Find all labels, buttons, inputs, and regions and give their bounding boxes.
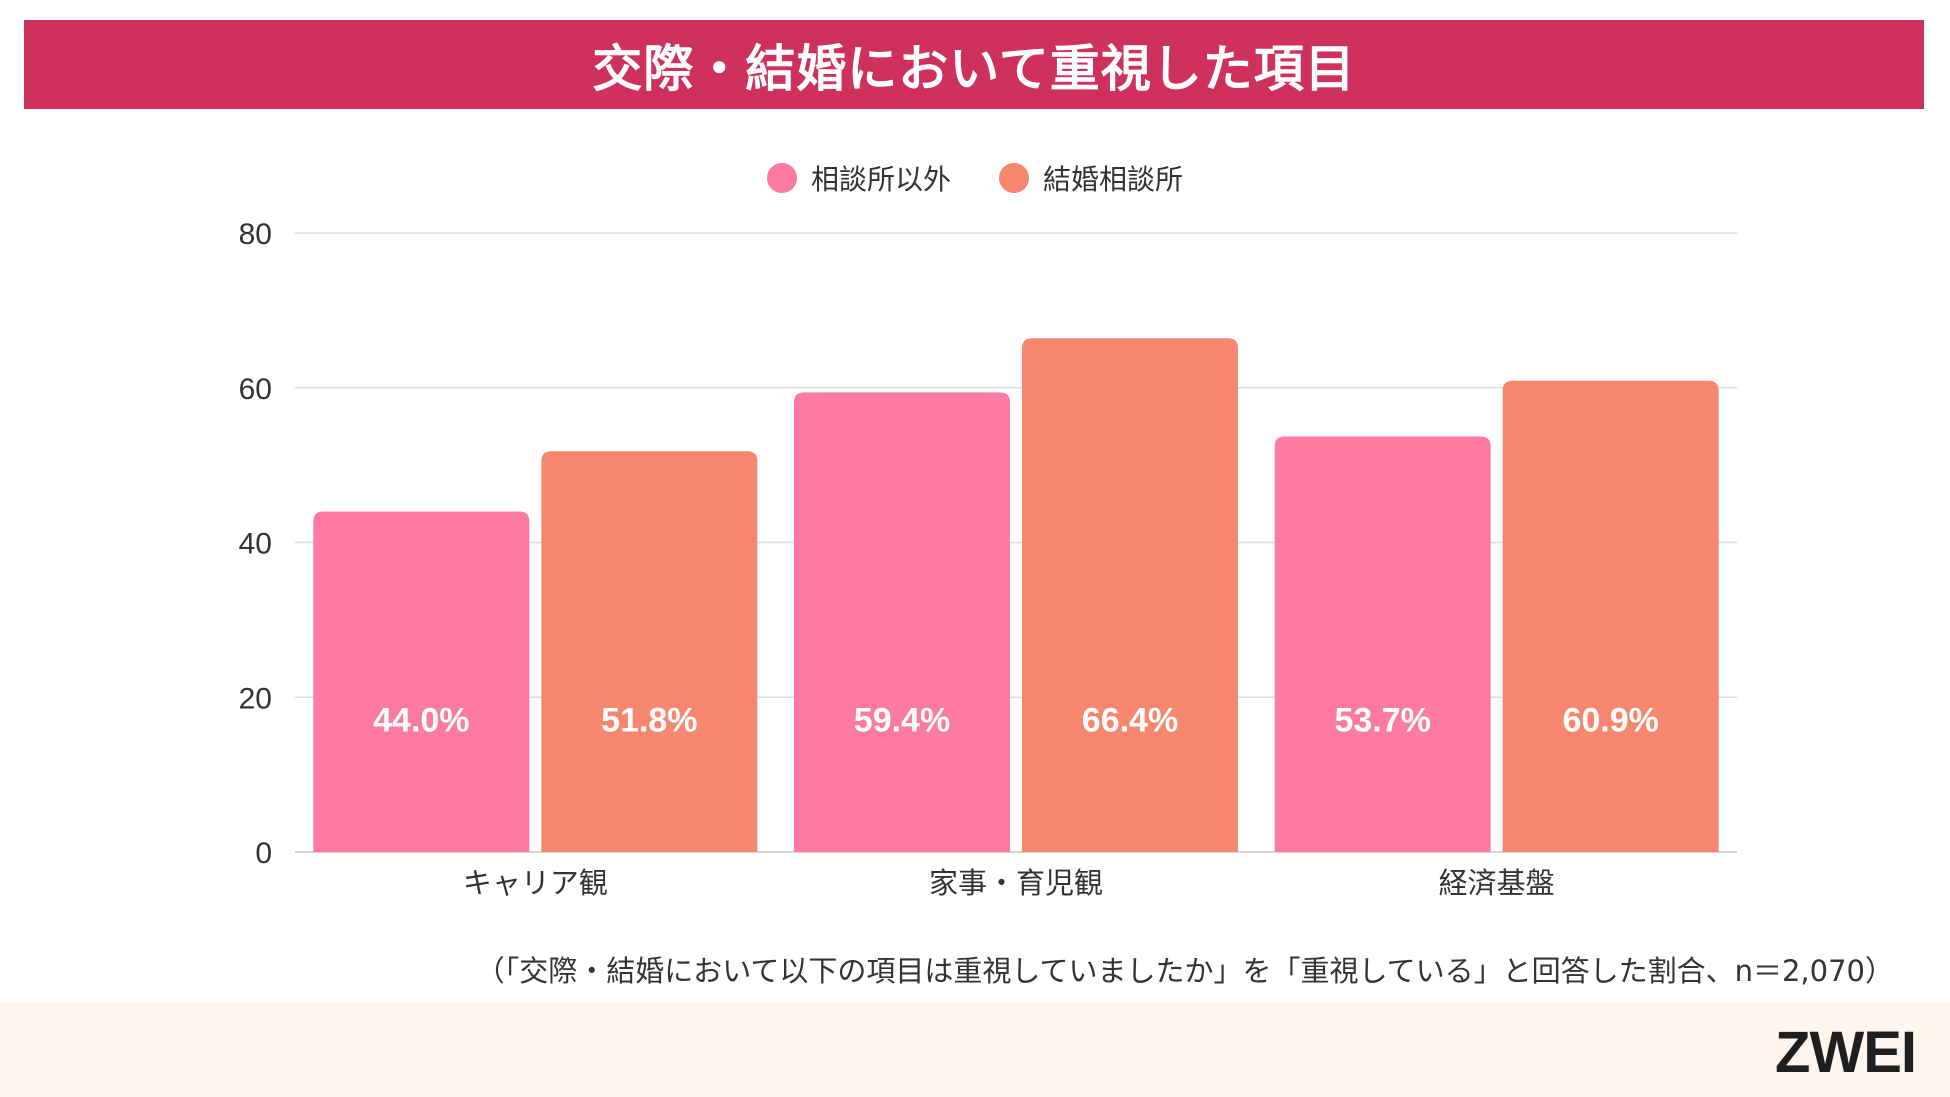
legend-swatch-series-1 xyxy=(766,163,797,193)
bar-value-label: 44.0% xyxy=(373,701,469,739)
x-tick-label: 家事・育児観 xyxy=(929,866,1103,900)
x-tick-label: キャリア観 xyxy=(463,866,608,900)
bar-chart: 0 20 40 60 80 44.0% 51.8% キャリア観 59.4% 66.4% 家事・育児観… xyxy=(239,218,1737,900)
y-tick-label: 60 xyxy=(239,373,272,406)
page-title: 交際・結婚において重視した項目 xyxy=(592,39,1356,98)
bar-value-label: 53.7% xyxy=(1334,701,1430,739)
bar xyxy=(1502,380,1719,852)
bar-value-label: 51.8% xyxy=(601,701,697,739)
chart-legend: 相談所以外 結婚相談所 xyxy=(0,158,1950,198)
bar-value-label: 66.4% xyxy=(1082,701,1178,739)
bar-value-label: 59.4% xyxy=(854,701,950,739)
y-tick-label: 0 xyxy=(255,837,272,870)
bar-value-label: 60.9% xyxy=(1562,701,1658,739)
y-tick-label: 40 xyxy=(239,528,272,561)
legend-label-series-1: 相談所以外 xyxy=(810,163,951,196)
footer-band: ZWEI xyxy=(0,1003,1950,1097)
brand-logo: ZWEI xyxy=(1775,1020,1917,1085)
legend-item-series-2: 結婚相談所 xyxy=(999,158,1183,198)
bar xyxy=(313,511,530,852)
bar xyxy=(1022,338,1238,853)
x-tick-label: 経済基盤 xyxy=(1439,866,1555,900)
bar xyxy=(541,451,758,852)
bar xyxy=(794,392,1010,852)
legend-item-series-1: 相談所以外 xyxy=(766,158,951,198)
survey-note: （「交際・結婚において以下の項目は重視していましたか」を「重視している」と回答し… xyxy=(475,954,1894,988)
y-tick-label: 20 xyxy=(239,682,272,715)
legend-swatch-series-2 xyxy=(999,163,1029,193)
title-banner: 交際・結婚において重視した項目 xyxy=(24,20,1924,109)
y-tick-label: 80 xyxy=(239,218,272,251)
legend-label-series-2: 結婚相談所 xyxy=(1043,163,1184,196)
bar xyxy=(1274,436,1491,852)
